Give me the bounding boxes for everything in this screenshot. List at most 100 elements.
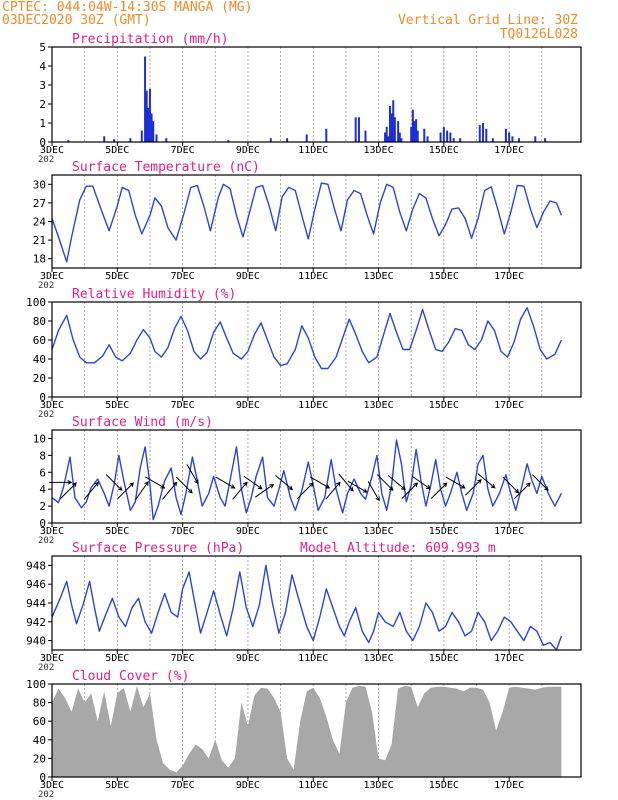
precip-bar	[517, 138, 520, 142]
year-label: 202	[38, 790, 54, 800]
x-tick-label: 15DEC	[429, 145, 459, 156]
wind-vector	[60, 482, 77, 500]
wind-vector	[367, 481, 380, 502]
precip-bar	[103, 136, 106, 142]
plot-frame	[51, 429, 582, 524]
precip-bar	[491, 138, 494, 142]
x-tick-label: 15DEC	[429, 780, 459, 791]
wind-vector	[275, 474, 294, 491]
x-tick-label: 17DEC	[494, 780, 524, 791]
y-tick-label: 948	[26, 559, 46, 572]
wind-vector	[347, 480, 368, 493]
x-tick-label: 11DEC	[298, 526, 328, 537]
x-tick-label: 13DEC	[363, 271, 393, 282]
x-tick-label: 7DEC	[171, 526, 195, 537]
x-tick-label: 5DEC	[105, 400, 129, 411]
plot-frame	[51, 555, 582, 651]
date-line: 03DEC2020 30Z (GMT)	[2, 13, 151, 28]
precip-bar	[384, 132, 387, 142]
precip-bar	[410, 126, 413, 142]
y-tick-label: 5	[39, 41, 46, 54]
precip-bar	[446, 130, 449, 142]
y-tick-label: 10	[33, 432, 46, 445]
wind-vector	[254, 483, 275, 498]
precip-bar	[387, 136, 390, 142]
wind-vector	[49, 480, 73, 485]
wind-vector	[162, 481, 178, 500]
wind-vector	[296, 482, 314, 500]
cloud-cover-area	[52, 685, 562, 777]
precip-bar	[155, 134, 158, 142]
x-tick-label: 13DEC	[363, 145, 393, 156]
wind-vector	[117, 482, 134, 500]
wind-vector	[502, 476, 520, 494]
model-altitude: Model Altitude: 609.993 m	[300, 541, 496, 556]
wind-line	[52, 439, 563, 521]
wind-vector	[514, 482, 531, 500]
y-tick-label: 18	[33, 253, 46, 266]
x-tick-label: 7DEC	[171, 400, 195, 411]
x-tick-label: 13DEC	[363, 780, 393, 791]
x-tick-label: 15DEC	[429, 271, 459, 282]
y-tick-label: 8	[39, 449, 46, 462]
y-tick-label: 100	[26, 678, 46, 691]
precip-bar	[305, 134, 308, 142]
panel-title: Cloud Cover (%)	[72, 669, 189, 684]
wind-vector	[186, 464, 199, 485]
x-tick-label: 17DEC	[494, 400, 524, 411]
x-tick-label: 15DEC	[429, 526, 459, 537]
y-tick-label: 0	[39, 136, 46, 149]
year-label: 202	[38, 155, 54, 165]
x-tick-label: 5DEC	[105, 653, 129, 664]
x-tick-label: 15DEC	[429, 400, 459, 411]
pressure-line	[52, 564, 563, 650]
wind-vector	[465, 478, 482, 496]
y-tick-label: 60	[33, 334, 46, 347]
wind-vector	[83, 481, 99, 500]
x-tick-label: 9DEC	[236, 526, 260, 537]
precip-bar	[415, 119, 418, 142]
plot-frame	[51, 683, 582, 778]
station-line: CPTEC: 044:04W-14:30S MANGA (MG)	[2, 0, 252, 15]
x-tick-label: 3DEC	[40, 271, 64, 282]
precip-bar	[511, 136, 514, 142]
x-tick-label: 7DEC	[171, 271, 195, 282]
precip-bar	[439, 132, 442, 142]
x-tick-label: 3DEC	[40, 780, 64, 791]
precip-bar	[150, 113, 153, 142]
precip-bar	[269, 138, 272, 142]
precip-bar	[325, 128, 328, 142]
x-tick-label: 9DEC	[236, 271, 260, 282]
x-tick-label: 13DEC	[363, 653, 393, 664]
wind-vector	[309, 476, 331, 489]
x-tick-label: 5DEC	[105, 780, 129, 791]
precip-bar	[357, 117, 360, 142]
precip-bar	[459, 138, 462, 142]
wind-vector	[387, 474, 406, 491]
wind-vector	[176, 476, 193, 494]
y-tick-label: 80	[33, 315, 46, 328]
panel-title: Surface Temperature (nC)	[72, 160, 260, 175]
x-tick-label: 11DEC	[298, 145, 328, 156]
plot-frame	[51, 301, 582, 398]
x-tick-label: 7DEC	[171, 653, 195, 664]
y-tick-label: 2	[39, 98, 46, 111]
temp-panel: 18 21 24 27 30 3DEC 5DEC 7DEC 9DEC 11DEC 13DEC 15DE…	[33, 160, 582, 291]
x-tick-label: 7DEC	[171, 145, 195, 156]
wind-vector	[215, 476, 236, 489]
x-tick-label: 17DEC	[494, 653, 524, 664]
y-tick-label: 940	[26, 635, 46, 648]
x-tick-label: 11DEC	[298, 400, 328, 411]
precip-bar	[140, 130, 143, 142]
wind-vector	[477, 473, 496, 489]
wind-vector	[532, 474, 549, 491]
precip-bar	[534, 136, 537, 142]
y-tick-label: 6	[39, 466, 46, 479]
precip-bar	[227, 140, 230, 142]
pressure-panel: 940 942 944 946 948 3DEC 5DEC 7DEC 9DEC 11DEC 13DE…	[26, 541, 582, 673]
x-tick-label: 13DEC	[363, 400, 393, 411]
x-tick-label: 11DEC	[298, 653, 328, 664]
y-tick-label: 20	[33, 372, 46, 385]
precip-bar	[388, 105, 391, 142]
